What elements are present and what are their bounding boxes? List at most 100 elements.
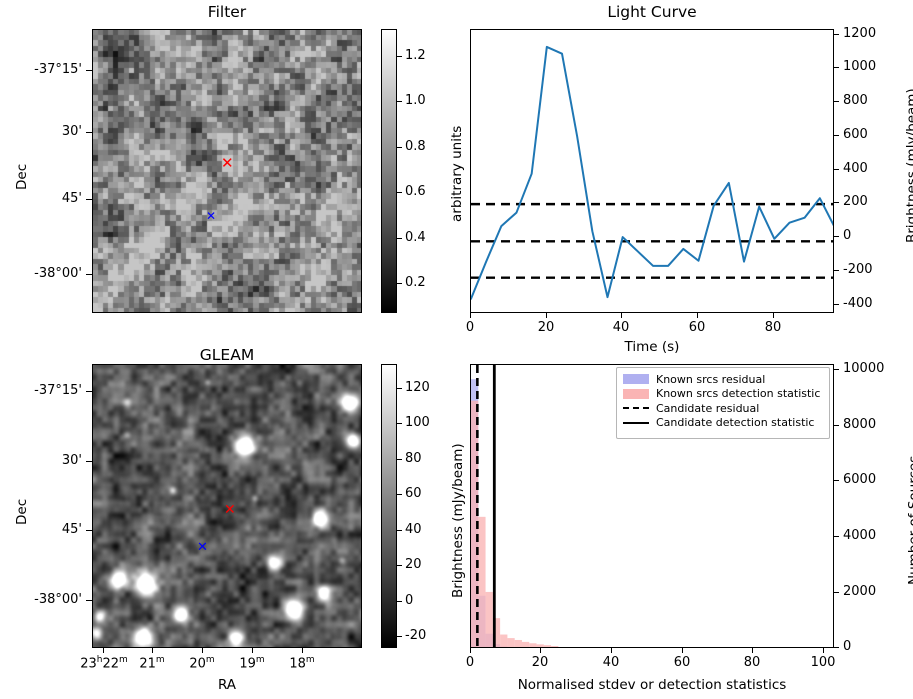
- light-curve-ytick: [834, 169, 839, 170]
- histogram-bar: [507, 648, 514, 649]
- gleam-cbar-label: 60: [405, 486, 422, 501]
- light-curve-ylabel: Brightness (mJy/beam): [904, 88, 913, 243]
- gleam-xtick-text-0: 23: [80, 656, 97, 672]
- gleam-colorbar: [381, 364, 397, 648]
- light-curve-xtick-label: 20: [537, 320, 555, 335]
- light-curve-xtick: [773, 313, 774, 318]
- histogram-ytick: [834, 480, 839, 481]
- legend-label: Known srcs detection statistic: [656, 387, 821, 401]
- histogram-bar: [500, 634, 508, 647]
- light-curve-ytick-label: 400: [843, 161, 868, 176]
- light-curve-xtick-label: 80: [764, 320, 782, 335]
- legend-line-candidate-detection-statistic: [623, 421, 649, 424]
- gleam-cbar-tick: [397, 388, 402, 389]
- light-curve-xtick-label: 0: [465, 320, 475, 335]
- histogram-ytick-label: 2000: [843, 584, 877, 599]
- histogram-bar: [529, 643, 537, 647]
- gleam-cbar-label: 20: [405, 557, 422, 572]
- filter-ytick-label: 30': [61, 124, 82, 139]
- gleam-ylabel: Dec: [14, 498, 30, 525]
- filter-cbar-label: 0.2: [405, 275, 426, 290]
- histogram-ytick-label: 4000: [843, 528, 877, 543]
- filter-ylabel: Dec: [14, 163, 30, 190]
- light-curve-line: [471, 45, 833, 300]
- light-curve-plot: [471, 45, 833, 300]
- gleam-xtick: [252, 648, 253, 653]
- filter-cbar-label: 0.8: [405, 139, 426, 154]
- histogram-ytick: [834, 592, 839, 593]
- gleam-xtick: [302, 648, 303, 653]
- light-curve-xtick: [546, 313, 547, 318]
- gleam-cbar-label: 120: [405, 380, 430, 395]
- legend-label: Candidate detection statistic: [656, 416, 815, 430]
- histogram-ytick: [834, 425, 839, 426]
- gleam-ytick: [86, 600, 92, 601]
- gleam-axes: ✕ ✕: [92, 364, 362, 648]
- light-curve-title: Light Curve: [607, 3, 697, 21]
- light-curve-ytick-label: 600: [843, 127, 868, 142]
- gleam-xtick-label: 19m: [239, 655, 265, 672]
- light-curve-ytick-label: 0: [843, 228, 852, 243]
- light-curve-ytick: [834, 101, 839, 102]
- panel-light-curve: Light Curve 0 20 40 60 80 Time (s) 1200 …: [456, 0, 913, 355]
- histogram-ytick: [834, 536, 839, 537]
- legend-item: Known srcs detection statistic: [623, 387, 823, 402]
- light-curve-ytick-label: 200: [843, 194, 868, 209]
- panel-filter: Filter ✕ ✕ -37°15' 30' 45' -38°00' Dec 1…: [0, 0, 465, 350]
- filter-cbar-label: 1.0: [405, 93, 426, 108]
- filter-known-source-marker: ✕: [206, 209, 217, 223]
- histogram-legend: Known srcs residual Known srcs detection…: [616, 367, 830, 439]
- gleam-cbar-label: 40: [405, 522, 422, 537]
- legend-label: Known srcs residual: [656, 372, 766, 386]
- histogram-bar: [551, 646, 559, 647]
- histogram-bar: [471, 400, 479, 647]
- histogram-bar: [536, 644, 544, 647]
- filter-ytick: [86, 70, 92, 71]
- gleam-xtick-label: 23h22m: [80, 655, 128, 672]
- filter-cbar-tick: [397, 192, 402, 193]
- gleam-cbar-tick: [397, 601, 402, 602]
- filter-ytick-label: 45': [61, 191, 82, 206]
- light-curve-ytick-label: 800: [843, 93, 868, 108]
- histogram-ytick-label: 0: [843, 639, 852, 654]
- light-curve-xtick-label: 40: [612, 320, 630, 335]
- gleam-cbar-tick: [397, 565, 402, 566]
- gleam-ytick-label: -38°00': [34, 592, 82, 607]
- gleam-cbar-tick: [397, 530, 402, 531]
- gleam-xtick-text-0b: 22: [102, 656, 120, 672]
- gleam-candidate-marker: ✕: [224, 502, 236, 518]
- histogram-xtick-label: 60: [673, 655, 691, 670]
- gleam-xtick: [152, 648, 153, 653]
- gleam-ytick: [86, 391, 92, 392]
- legend-item: Candidate detection statistic: [623, 416, 823, 431]
- gleam-title: GLEAM: [199, 346, 255, 364]
- light-curve-ytick: [834, 236, 839, 237]
- legend-label: Candidate residual: [656, 401, 760, 415]
- filter-cbar-tick: [397, 283, 402, 284]
- histogram-ytick-label: 6000: [843, 472, 877, 487]
- histogram-ytick-label: 10000: [843, 361, 885, 376]
- light-curve-ytick: [834, 34, 839, 35]
- light-curve-xtick: [697, 313, 698, 318]
- light-curve-ytick-label: -400: [843, 296, 873, 311]
- gleam-cbar-label: 100: [405, 415, 430, 430]
- legend-item: Candidate residual: [623, 401, 823, 416]
- gleam-xlabel: RA: [217, 677, 237, 693]
- filter-cbar-tick: [397, 147, 402, 148]
- filter-image: [93, 30, 361, 312]
- gleam-known-source-marker: ✕: [197, 540, 208, 555]
- gleam-cbar-tick: [397, 494, 402, 495]
- light-curve-xtick: [621, 313, 622, 318]
- histogram-xlabel: Normalised stdev or detection statistics: [517, 677, 787, 693]
- gleam-cbar-tick: [397, 636, 402, 637]
- histogram-xtick: [752, 648, 753, 653]
- gleam-xtick-label: 18m: [289, 655, 315, 672]
- histogram-xtick-label: 100: [810, 655, 836, 670]
- filter-colorbar: [381, 29, 397, 313]
- histogram-bar: [507, 638, 515, 647]
- histogram-xtick-label: 40: [602, 655, 620, 670]
- light-curve-axes: [470, 29, 834, 313]
- histogram-bar: [521, 641, 530, 647]
- gleam-cbar-tick: [397, 459, 402, 460]
